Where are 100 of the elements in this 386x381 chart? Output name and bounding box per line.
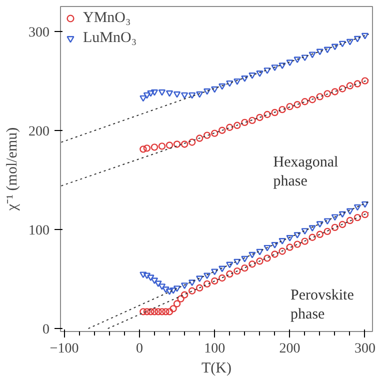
point [271,242,278,248]
point [150,278,158,284]
point [140,146,147,153]
point [166,308,174,316]
point [150,308,158,316]
point [204,88,211,95]
point [158,142,166,150]
point [301,54,308,62]
point [218,274,226,282]
point [218,83,226,90]
point [361,32,369,40]
point [248,72,256,79]
point [264,68,271,74]
point [346,82,354,90]
point [150,144,158,151]
point [354,214,362,222]
point [286,244,294,251]
x-tick-label: −100 [50,342,79,356]
point [286,102,294,110]
point [170,288,177,294]
point [188,92,196,99]
point [140,308,147,316]
point [180,282,188,289]
point [166,142,174,149]
point [150,89,158,96]
point [211,86,218,93]
point [241,264,248,272]
point [158,308,166,316]
point [294,240,301,248]
point [211,130,218,137]
point [147,308,154,316]
point [180,291,188,298]
point [234,258,241,266]
point [331,44,339,50]
point [338,211,346,218]
point [331,224,339,232]
point [278,238,286,244]
point [143,308,151,316]
point [211,277,218,285]
point [218,266,226,272]
point [346,38,354,46]
point [170,305,177,312]
point [196,276,204,282]
point [324,228,331,236]
point [196,134,204,142]
point [173,91,181,98]
point [143,92,151,99]
point [264,254,271,262]
point [324,46,331,54]
point [177,295,184,302]
point [234,122,241,129]
point [162,286,170,293]
point [338,220,346,228]
point [248,260,256,268]
point [180,140,188,148]
point [143,144,151,152]
point [248,116,256,124]
legend-label: LuMnO₃ [83,30,137,46]
point [166,90,174,97]
y-axis-title: χ⁻¹ (mol/emu) [4,127,20,212]
point [196,91,204,98]
point [278,106,286,114]
point [226,262,234,268]
point [140,95,147,102]
point [256,248,264,256]
point [338,85,346,92]
point [211,268,218,276]
point [241,76,248,82]
point [147,90,154,97]
x-tick-label: 0 [136,342,143,356]
point [324,90,331,98]
point [173,140,181,148]
point [173,300,181,308]
point [308,225,316,232]
x-axis-title: T(K) [202,360,232,376]
point [301,238,308,245]
point [338,40,346,48]
point [204,132,211,139]
point [316,93,324,100]
point [140,272,147,278]
point [308,96,316,104]
point [158,284,166,290]
point [354,80,362,88]
point [346,208,354,215]
point [316,48,324,56]
point [256,70,264,77]
point [271,108,278,116]
point [308,234,316,241]
annotation: Perovskite phase [290,287,354,322]
y-tick-label: 300 [28,25,50,40]
point [188,280,196,286]
y-tick-label: 100 [28,223,50,238]
point [158,89,166,96]
y-tick-label: 0 [42,322,50,338]
point [241,118,248,126]
point [256,258,264,265]
annotation: Hexagonal phase [273,154,338,190]
point [271,250,278,258]
point [346,216,354,224]
point [278,62,286,70]
